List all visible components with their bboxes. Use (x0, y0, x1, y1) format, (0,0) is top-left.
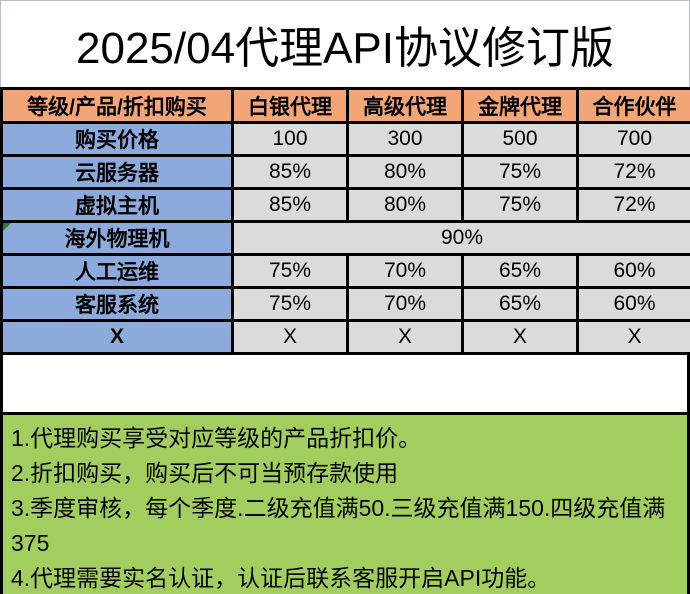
row-label-purchase-price: 购买价格 (0, 121, 234, 157)
header-cell-levels: 等级/产品/折扣购买 (0, 87, 234, 124)
note-line-2: 2.折扣购买，购买后不可当预存款使用 (11, 460, 399, 486)
cell-error-indicator-icon (4, 224, 11, 231)
cell-value: 65% (461, 286, 579, 322)
cell-value: 75% (231, 253, 349, 289)
cell-value: 72% (576, 187, 690, 223)
table-row: 购买价格 100 300 500 700 (0, 121, 690, 157)
cell-value: X (461, 319, 579, 355)
cell-value: 700 (576, 121, 690, 157)
notes-block: 1.代理购买享受对应等级的产品折扣价。 2.折扣购买，购买后不可当预存款使用 3… (0, 412, 690, 594)
cell-value: 70% (346, 286, 464, 322)
header-cell-silver: 白银代理 (231, 87, 349, 124)
cell-value: 70% (346, 253, 464, 289)
cell-value: 100 (231, 121, 349, 157)
cell-value: 75% (461, 187, 579, 223)
note-line-1: 1.代理购买享受对应等级的产品折扣价。 (11, 425, 422, 451)
empty-spacer-row (0, 355, 690, 412)
cell-value: 60% (576, 253, 690, 289)
table-header-row: 等级/产品/折扣购买 白银代理 高级代理 金牌代理 合作伙伴 (0, 87, 690, 124)
cell-value: 300 (346, 121, 464, 157)
cell-value: 85% (231, 187, 349, 223)
cell-value: 75% (231, 286, 349, 322)
row-label-overseas-physical: 海外物理机 (0, 220, 234, 256)
cell-value: 85% (231, 154, 349, 190)
pricing-table: 等级/产品/折扣购买 白银代理 高级代理 金牌代理 合作伙伴 购买价格 100 … (0, 87, 690, 355)
cell-value: 500 (461, 121, 579, 157)
cell-value: 75% (461, 154, 579, 190)
cell-value: X (576, 319, 690, 355)
note-line-4: 4.代理需要实名认证，认证后联系客服开启API功能。 (11, 565, 551, 591)
header-cell-gold: 金牌代理 (461, 87, 579, 124)
cell-value-merged: 90% (231, 220, 690, 256)
cell-value: 72% (576, 154, 690, 190)
table-row: X X X X X (0, 319, 690, 355)
row-label-virtual-host: 虚拟主机 (0, 187, 234, 223)
cell-value: 65% (461, 253, 579, 289)
table-row: 客服系统 75% 70% 65% 60% (0, 286, 690, 322)
row-label-cloud-server: 云服务器 (0, 154, 234, 190)
note-line-3: 3.季度审核，每个季度.二级充值满50.三级充值满150.四级充值满375 (11, 495, 666, 556)
row-label-manual-ops: 人工运维 (0, 253, 234, 289)
row-label-x: X (0, 319, 234, 355)
table-row: 海外物理机 90% (0, 220, 690, 256)
header-cell-partner: 合作伙伴 (576, 87, 690, 124)
title-block: 2025/04代理API协议修订版 (0, 0, 690, 87)
page-title: 2025/04代理API协议修订版 (76, 24, 614, 73)
header-cell-senior: 高级代理 (346, 87, 464, 124)
row-label-text: 海外物理机 (64, 228, 170, 251)
cell-value: 80% (346, 187, 464, 223)
cell-value: X (231, 319, 349, 355)
table-row: 虚拟主机 85% 80% 75% 72% (0, 187, 690, 223)
cell-value: X (346, 319, 464, 355)
table-row: 云服务器 85% 80% 75% 72% (0, 154, 690, 190)
cell-value: 80% (346, 154, 464, 190)
row-label-customer-service: 客服系统 (0, 286, 234, 322)
cell-value: 60% (576, 286, 690, 322)
table-row: 人工运维 75% 70% 65% 60% (0, 253, 690, 289)
